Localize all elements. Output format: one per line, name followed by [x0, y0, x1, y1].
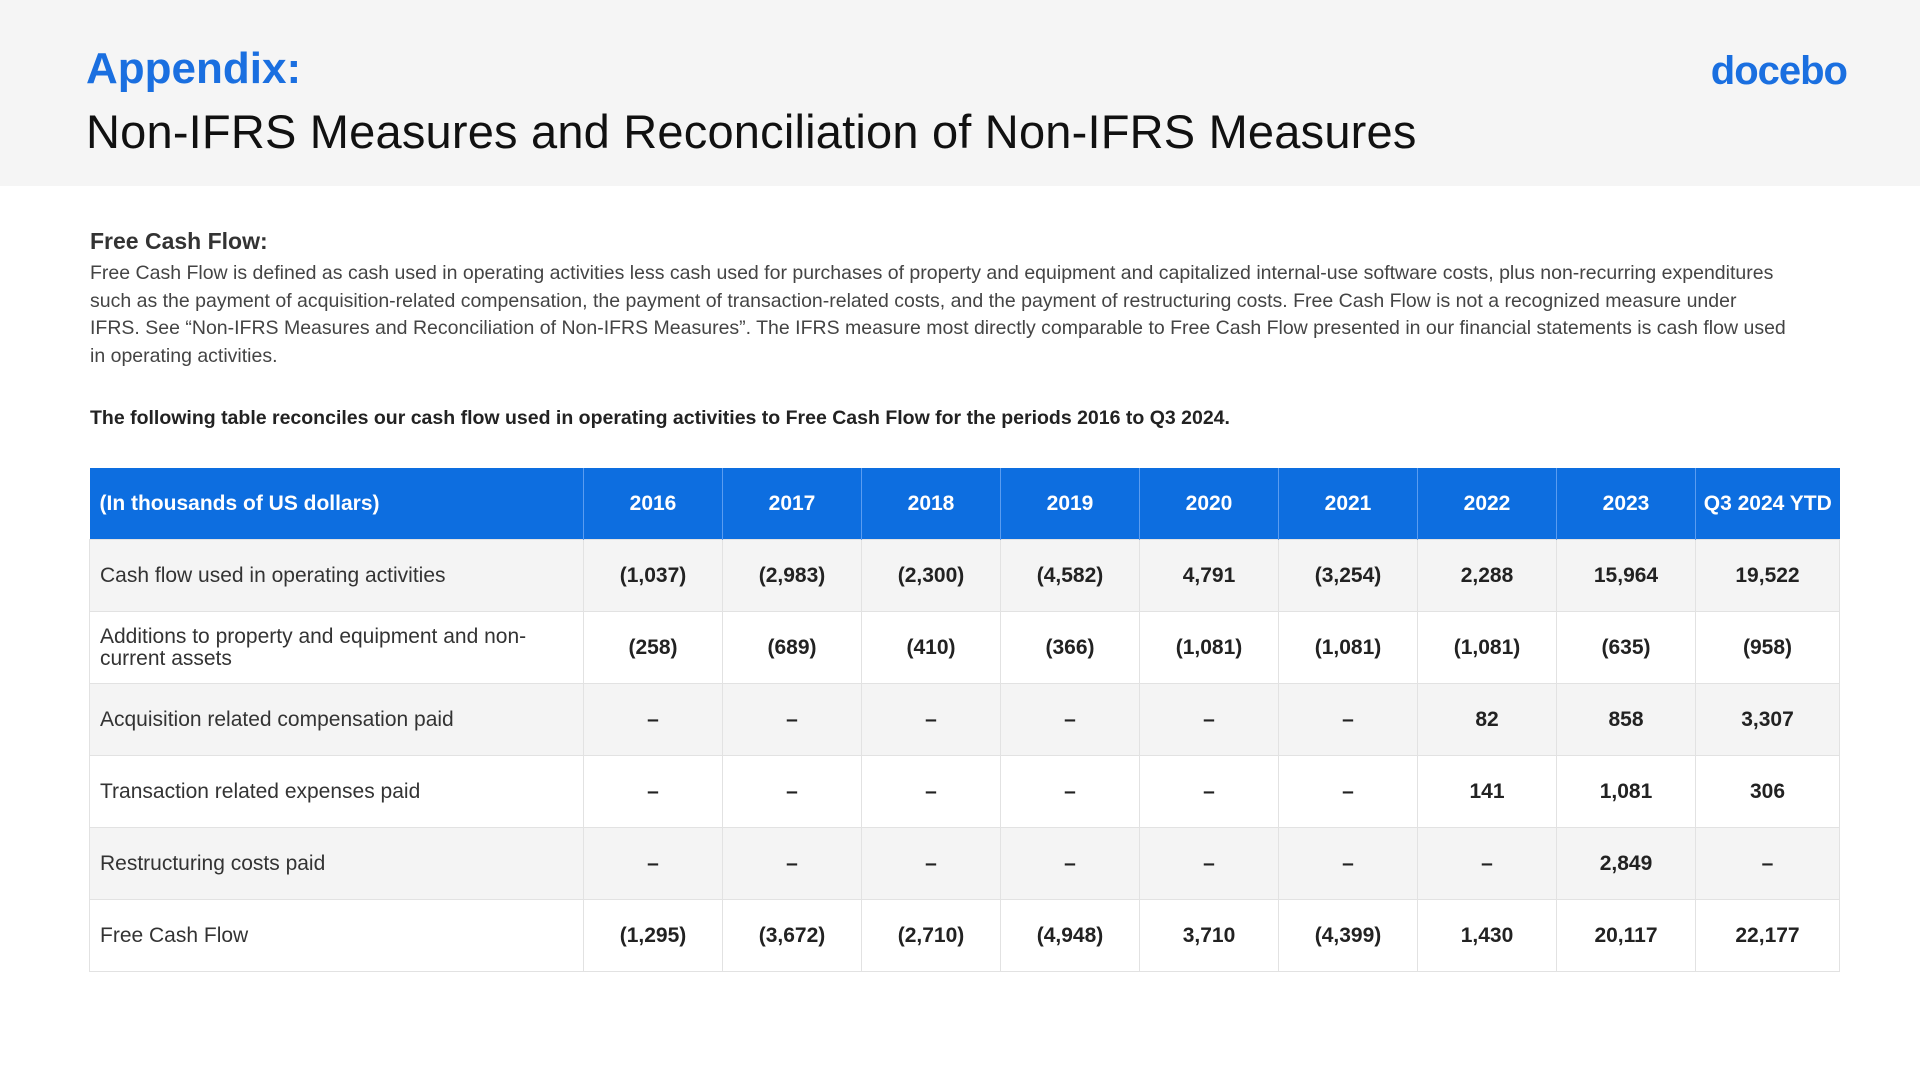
table-cell: 3,307 — [1695, 683, 1840, 756]
header-cell-year: 2016 — [583, 468, 723, 540]
table-cell: – — [1278, 755, 1418, 828]
table-cell: 4,791 — [1139, 539, 1279, 612]
row-label: Additions to property and equipment and … — [89, 611, 584, 684]
table-cell: (3,254) — [1278, 539, 1418, 612]
table-cell: – — [861, 827, 1001, 900]
table-cell: – — [1278, 683, 1418, 756]
header-cell-year: 2019 — [1000, 468, 1140, 540]
header-cell-year: 2020 — [1139, 468, 1279, 540]
table-cell: 141 — [1417, 755, 1557, 828]
table-intro: The following table reconciles our cash … — [90, 407, 1230, 429]
table-cell: – — [722, 755, 862, 828]
table-cell: – — [583, 755, 723, 828]
table-cell: 858 — [1556, 683, 1696, 756]
table-row: Restructuring costs paid – – – – – – – 2… — [89, 827, 1840, 900]
table-cell: – — [1000, 755, 1140, 828]
table-cell: (4,948) — [1000, 899, 1140, 972]
table-cell: – — [1000, 683, 1140, 756]
table-cell: – — [583, 683, 723, 756]
table-cell: (2,710) — [861, 899, 1001, 972]
table-cell: (958) — [1695, 611, 1840, 684]
table-row: Acquisition related compensation paid – … — [89, 683, 1840, 756]
table-cell: 3,710 — [1139, 899, 1279, 972]
table-cell: – — [1417, 827, 1557, 900]
fcf-reconciliation-table: (In thousands of US dollars) 2016 2017 2… — [89, 468, 1840, 972]
row-label: Transaction related expenses paid — [89, 755, 584, 828]
table-cell: 20,117 — [1556, 899, 1696, 972]
table-row: Transaction related expenses paid – – – … — [89, 755, 1840, 828]
table-cell: (4,399) — [1278, 899, 1418, 972]
table-cell: 82 — [1417, 683, 1557, 756]
table-row: Cash flow used in operating activities (… — [89, 539, 1840, 612]
table-cell: (1,081) — [1278, 611, 1418, 684]
table-cell: (2,300) — [861, 539, 1001, 612]
appendix-label: Appendix: — [86, 44, 302, 93]
docebo-logo: docebo — [1710, 49, 1848, 93]
table-cell: – — [861, 755, 1001, 828]
table-cell: 19,522 — [1695, 539, 1840, 612]
table-header-row: (In thousands of US dollars) 2016 2017 2… — [89, 468, 1840, 540]
table-cell: – — [861, 683, 1001, 756]
page-title: Non-IFRS Measures and Reconciliation of … — [86, 105, 1417, 158]
table-cell: 22,177 — [1695, 899, 1840, 972]
header-cell-period: Q3 2024 YTD — [1695, 468, 1840, 540]
table-cell: (1,081) — [1139, 611, 1279, 684]
table-cell: 2,849 — [1556, 827, 1696, 900]
table-cell: (4,582) — [1000, 539, 1140, 612]
header-cell-year: 2018 — [861, 468, 1001, 540]
table-row: Additions to property and equipment and … — [89, 611, 1840, 684]
table-cell: – — [1278, 827, 1418, 900]
table-cell: (1,037) — [583, 539, 723, 612]
header-cell-year: 2023 — [1556, 468, 1696, 540]
table-cell: 15,964 — [1556, 539, 1696, 612]
table-row-total: Free Cash Flow (1,295) (3,672) (2,710) (… — [89, 899, 1840, 972]
table-cell: – — [1695, 827, 1840, 900]
table-cell: (2,983) — [722, 539, 862, 612]
table-cell: 306 — [1695, 755, 1840, 828]
table-cell: 1,430 — [1417, 899, 1557, 972]
table-cell: (366) — [1000, 611, 1140, 684]
table-cell: – — [722, 683, 862, 756]
table-cell: – — [1139, 683, 1279, 756]
table-cell: (410) — [861, 611, 1001, 684]
table-cell: (635) — [1556, 611, 1696, 684]
header-cell-year: 2021 — [1278, 468, 1418, 540]
header-cell-year: 2022 — [1417, 468, 1557, 540]
header-cell-year: 2017 — [722, 468, 862, 540]
row-label: Acquisition related compensation paid — [89, 683, 584, 756]
table-cell: – — [722, 827, 862, 900]
row-label: Free Cash Flow — [89, 899, 584, 972]
table-cell: (3,672) — [722, 899, 862, 972]
row-label: Cash flow used in operating activities — [89, 539, 584, 612]
table-cell: – — [1139, 755, 1279, 828]
table-cell: 2,288 — [1417, 539, 1557, 612]
table-cell: 1,081 — [1556, 755, 1696, 828]
table-cell: – — [1000, 827, 1140, 900]
fcf-definition: Free Cash Flow is defined as cash used i… — [90, 262, 1786, 367]
table-cell: (689) — [722, 611, 862, 684]
table-cell: (1,295) — [583, 899, 723, 972]
table-cell: (258) — [583, 611, 723, 684]
table-cell: – — [1139, 827, 1279, 900]
table-cell: (1,081) — [1417, 611, 1557, 684]
row-label: Restructuring costs paid — [89, 827, 584, 900]
table-cell: – — [583, 827, 723, 900]
header-cell-label: (In thousands of US dollars) — [89, 468, 584, 540]
header-band — [0, 0, 1920, 186]
section-heading: Free Cash Flow: — [90, 228, 268, 254]
